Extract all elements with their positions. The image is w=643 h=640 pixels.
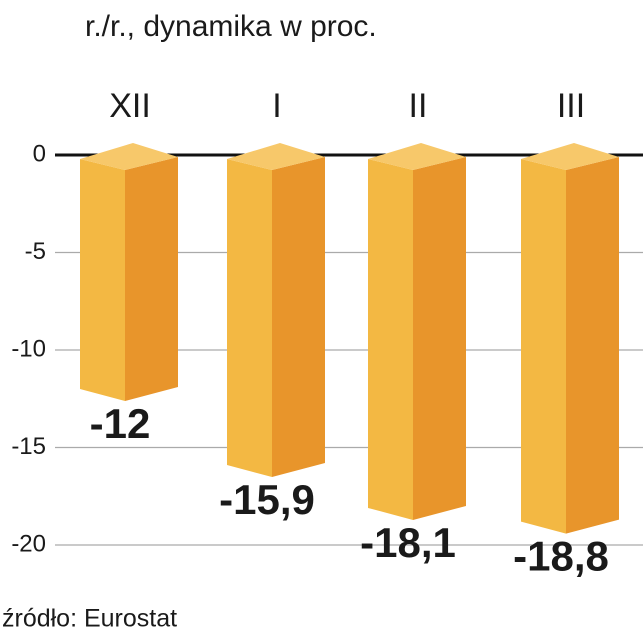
value-label: -12 <box>90 400 151 447</box>
x-tick-label: XII <box>109 87 151 125</box>
bar-face-right <box>566 157 619 534</box>
bar <box>521 143 619 534</box>
bar-face-right <box>413 157 466 520</box>
bar-cap <box>80 143 178 170</box>
bar-face-right <box>125 157 178 401</box>
bar-cap <box>521 143 619 170</box>
bar-face-left <box>80 159 125 401</box>
x-tick-label: III <box>557 87 585 125</box>
bar-cap <box>368 143 466 170</box>
y-tick-label: -5 <box>25 238 46 265</box>
bar-cap <box>227 143 325 170</box>
y-tick-label: -20 <box>11 530 46 557</box>
bar-face-right <box>272 157 325 478</box>
x-tick-label: I <box>272 87 281 125</box>
chart-subtitle: r./r., dynamika w proc. <box>85 10 377 43</box>
value-label: -15,9 <box>219 476 315 523</box>
y-tick-label: 0 <box>33 140 46 167</box>
bar-face-left <box>368 159 413 520</box>
bar-face-left <box>521 159 566 534</box>
source: źródło: Eurostat <box>2 605 177 633</box>
bar-face-left <box>227 159 272 478</box>
bar <box>368 143 466 520</box>
bar <box>227 143 325 478</box>
x-tick-label: II <box>409 87 428 125</box>
value-label: -18,1 <box>360 519 456 566</box>
y-tick-label: -10 <box>11 335 46 362</box>
bar <box>80 143 178 401</box>
value-label: -18,8 <box>513 533 609 580</box>
y-tick-label: -15 <box>11 433 46 460</box>
